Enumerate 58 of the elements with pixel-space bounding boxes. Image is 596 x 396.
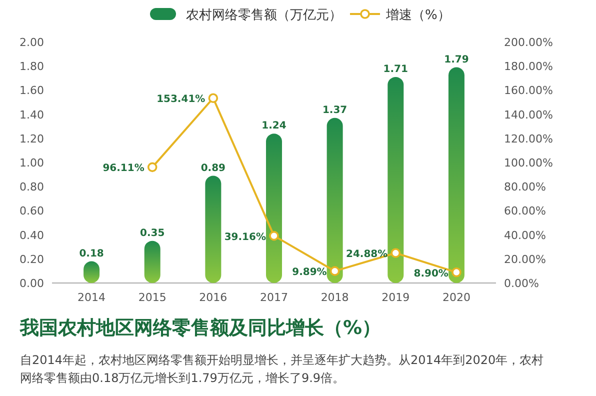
data-label: 1.71 [383,64,408,75]
data-label: 1.24 [262,120,286,132]
point [208,93,218,104]
y-tick-label: 0.60 [20,204,44,218]
y-tick-label: 0.20 [20,252,44,266]
data-label: 24.88% [346,249,388,260]
y2-tick-label: 80.00% [504,180,546,194]
y-tick-label: 1.80 [20,60,44,74]
y2-tick-label: 120.00% [504,132,553,146]
y2-tick-label: 200.00% [504,36,553,49]
data-label: 1.79 [444,54,469,66]
y2-tick-label: 160.00% [504,84,553,98]
x-tick-label: 2018 [320,291,349,304]
x-tick-label: 2015 [138,291,166,304]
y-tick-label: 1.40 [20,108,44,122]
x-tick-label: 2016 [199,291,228,304]
text: 自2014年起，农村地区网络零售额开始明显增长，并呈逐年扩大趋势。从2014年到2020年，农村网络零售额由0.18万亿元增长到1.79万亿元，增长了9.9倍。 [20,353,544,385]
y-tick-label: 0.00 [20,277,44,290]
bar [205,176,222,283]
data-label: 153.41% [156,94,206,106]
text: 我国农村地区网络零售额及同比增长（%） [19,317,382,339]
y-tick-label: 1.20 [20,132,44,146]
y2-tick-label: 140.00% [504,108,553,122]
x-tick-label: 2019 [382,291,410,304]
y-tick-label: 2.00 [20,36,44,49]
y2-tick-label: 100.00% [504,156,553,170]
data-label: 0.89 [200,162,226,174]
x-tick-label: 2020 [442,291,470,304]
data-label: 9.89% [292,267,327,278]
y2-tick-label: 0.00% [504,277,539,290]
point [452,267,462,278]
y-tick-label: 1.60 [20,84,44,98]
y2-tick-label: 180.00% [504,60,553,74]
x-tick-label: 2017 [260,291,288,304]
point [147,162,158,172]
point [269,230,279,241]
bar [266,134,282,283]
data-label: 0.18 [79,248,104,260]
y-tick-label: 1.00 [20,156,44,170]
data-label: 1.37 [322,104,348,116]
data-label: 96.11% [102,163,144,174]
point [330,266,340,276]
legend-label: 农村网络零售额（万亿元） [186,8,342,23]
y-tick-label: 0.80 [20,180,44,194]
x-tick-label: 2014 [78,291,106,304]
y2-tick-label: 60.00% [504,204,546,218]
bar [326,118,343,283]
bar [144,240,160,283]
y2-tick-label: 20.00% [504,252,546,266]
data-label: 39.16% [224,232,266,243]
legend-label: 增速（%） [385,8,450,23]
bar [388,76,404,283]
bar [448,67,464,283]
data-label: 0.35 [140,228,165,239]
data-label: 8.90% [414,268,448,280]
point [390,248,401,258]
y2-tick-label: 40.00% [504,228,546,242]
y-tick-label: 0.40 [20,228,44,242]
